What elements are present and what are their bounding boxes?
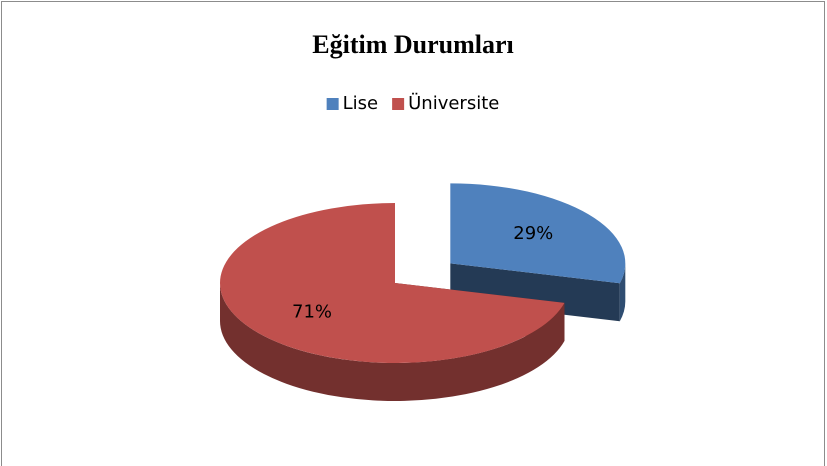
legend-label: Üniversite: [408, 92, 499, 114]
legend: Lise Üniversite: [326, 92, 499, 114]
legend-swatch: [392, 98, 405, 110]
slice-top: [220, 203, 565, 364]
chart-title: Eğitim Durumları: [312, 30, 514, 59]
legend-label: Lise: [343, 93, 378, 114]
data-label: 71%: [292, 301, 332, 322]
legend-swatch: [326, 98, 339, 110]
slice-top: [450, 183, 626, 284]
slice-edge: [450, 263, 620, 322]
slice-side: [220, 283, 565, 402]
pie-slice: 29%: [450, 183, 626, 322]
pie-slice: 71%: [220, 203, 565, 402]
data-label: 29%: [513, 223, 553, 244]
slice-side: [619, 263, 626, 322]
